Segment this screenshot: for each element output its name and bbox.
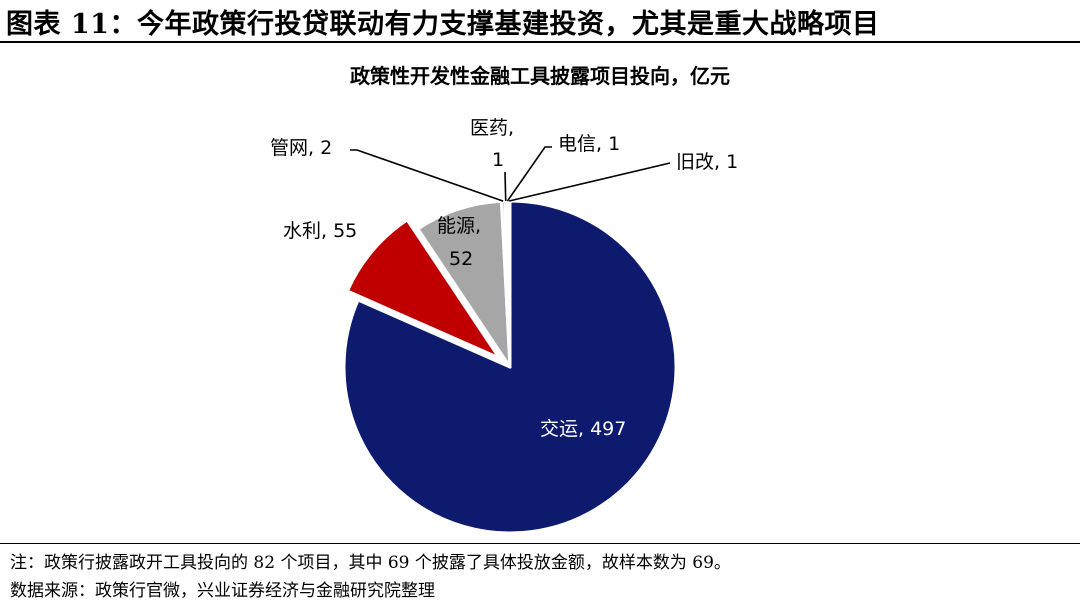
label-energy-value: 52 [449, 248, 473, 270]
slice-water [345, 218, 501, 360]
top-divider [0, 41, 1080, 43]
data-labels: 交运, 497 水利, 55 能源, 52 管网, 2 医药, 1 电信, 1 旧改, 1 [270, 117, 738, 440]
pie-slices [342, 199, 678, 535]
leader-lines [350, 146, 671, 202]
slice-energy [416, 199, 512, 369]
leader-pipeline [350, 149, 504, 202]
label-transport: 交运, 497 [540, 418, 626, 440]
chart-title: 政策性开发性金融工具披露项目投向，亿元 [350, 64, 730, 88]
data-source: 数据来源：政策行官微，兴业证券经济与金融研究院整理 [10, 581, 435, 601]
label-energy-name: 能源, [437, 215, 481, 237]
label-medicine-value: 1 [492, 149, 504, 171]
leader-telecom [506, 146, 552, 202]
leader-medicine [504, 171, 507, 202]
label-telecom: 电信, 1 [558, 133, 620, 155]
label-water: 水利, 55 [283, 220, 357, 242]
chart-note: 注：政策行披露政开工具投向的 82 个项目，其中 69 个披露了具体投放金额，故… [10, 553, 731, 573]
bottom-divider [0, 543, 1080, 544]
label-medicine-name: 医药, [470, 117, 514, 139]
slice-renovation [506, 199, 512, 369]
label-pipeline: 管网, 2 [270, 137, 332, 159]
leader-renovation [508, 162, 671, 202]
figure-title: 图表 11：今年政策行投贷联动有力支撑基建投资，尤其是重大战略项目 [6, 9, 880, 40]
label-renovation: 旧改, 1 [676, 151, 738, 173]
